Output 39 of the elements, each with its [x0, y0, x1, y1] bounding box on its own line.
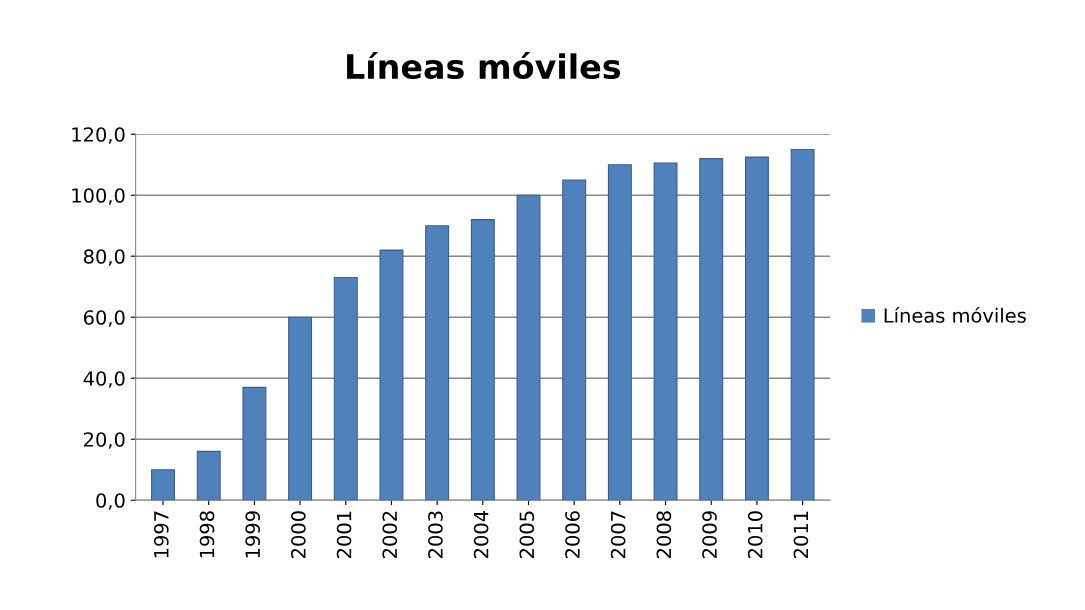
x-tick-label: 2002 — [382, 511, 398, 558]
bar — [288, 316, 313, 501]
y-tick-label: 0,0 — [96, 493, 125, 510]
x-tick-label: 2007 — [610, 511, 626, 558]
x-tick-label: 1999 — [245, 511, 261, 558]
bar — [607, 164, 632, 501]
bar — [516, 194, 541, 501]
y-tick-label: 80,0 — [83, 249, 125, 266]
legend-label: Líneas móviles — [884, 307, 1026, 323]
x-tick-label: 2003 — [428, 511, 443, 558]
bar — [379, 249, 404, 501]
bar — [242, 386, 267, 501]
bar — [653, 162, 678, 501]
x-tick-label: 2001 — [336, 511, 352, 558]
bar — [744, 156, 769, 501]
bar — [425, 225, 450, 501]
bar — [790, 148, 815, 501]
x-tick-label: 1998 — [199, 511, 215, 558]
x-tick-label: 2011 — [793, 511, 809, 558]
x-tick-label: 2000 — [291, 511, 306, 558]
x-tick-label: 2005 — [519, 511, 535, 558]
y-tick-label: 100,0 — [72, 188, 125, 205]
bar — [196, 450, 221, 501]
bar — [699, 158, 724, 501]
x-tick-label: 1997 — [153, 511, 169, 558]
bar — [470, 219, 495, 501]
y-tick-label: 60,0 — [83, 310, 125, 327]
x-tick-label: 2006 — [565, 511, 580, 558]
x-tick-label: 2010 — [747, 511, 763, 558]
x-tick-label: 2008 — [656, 511, 672, 558]
bar — [151, 469, 176, 501]
bar — [333, 276, 358, 501]
y-tick-label: 120,0 — [72, 127, 125, 144]
y-tick-label: 20,0 — [84, 432, 125, 449]
chart-title: Líneas móviles — [347, 51, 621, 80]
x-tick-label: 2004 — [473, 511, 489, 558]
y-tick-label: 40,0 — [83, 371, 125, 388]
x-tick-label: 2009 — [702, 511, 717, 558]
bar — [562, 179, 587, 501]
